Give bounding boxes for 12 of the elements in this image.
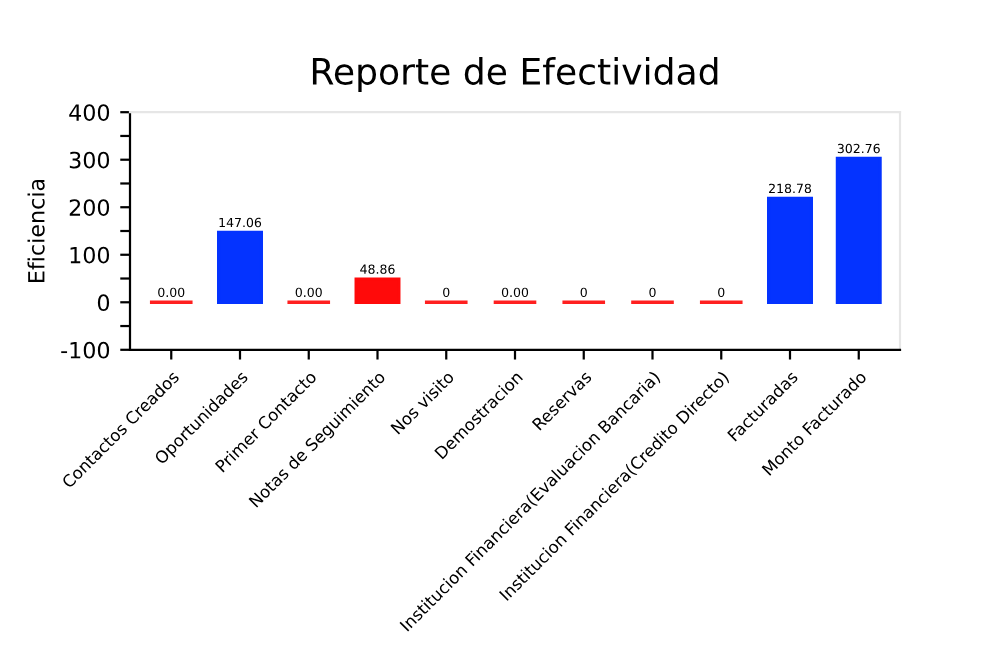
y-tick-label: 300 <box>69 151 110 169</box>
y-tick-label: 0 <box>97 294 110 312</box>
chart-title: Reporte de Efectividad <box>312 56 718 92</box>
y-axis-title: Eficiencia <box>27 179 45 282</box>
y-tick-label: -100 <box>61 341 110 359</box>
y-tick-label: 100 <box>70 246 110 264</box>
bar <box>767 196 813 304</box>
y-tick-label: 200 <box>69 199 110 216</box>
bar <box>835 156 882 304</box>
bar <box>354 277 401 304</box>
y-tick-label: 400 <box>69 104 110 121</box>
bar <box>217 230 263 304</box>
